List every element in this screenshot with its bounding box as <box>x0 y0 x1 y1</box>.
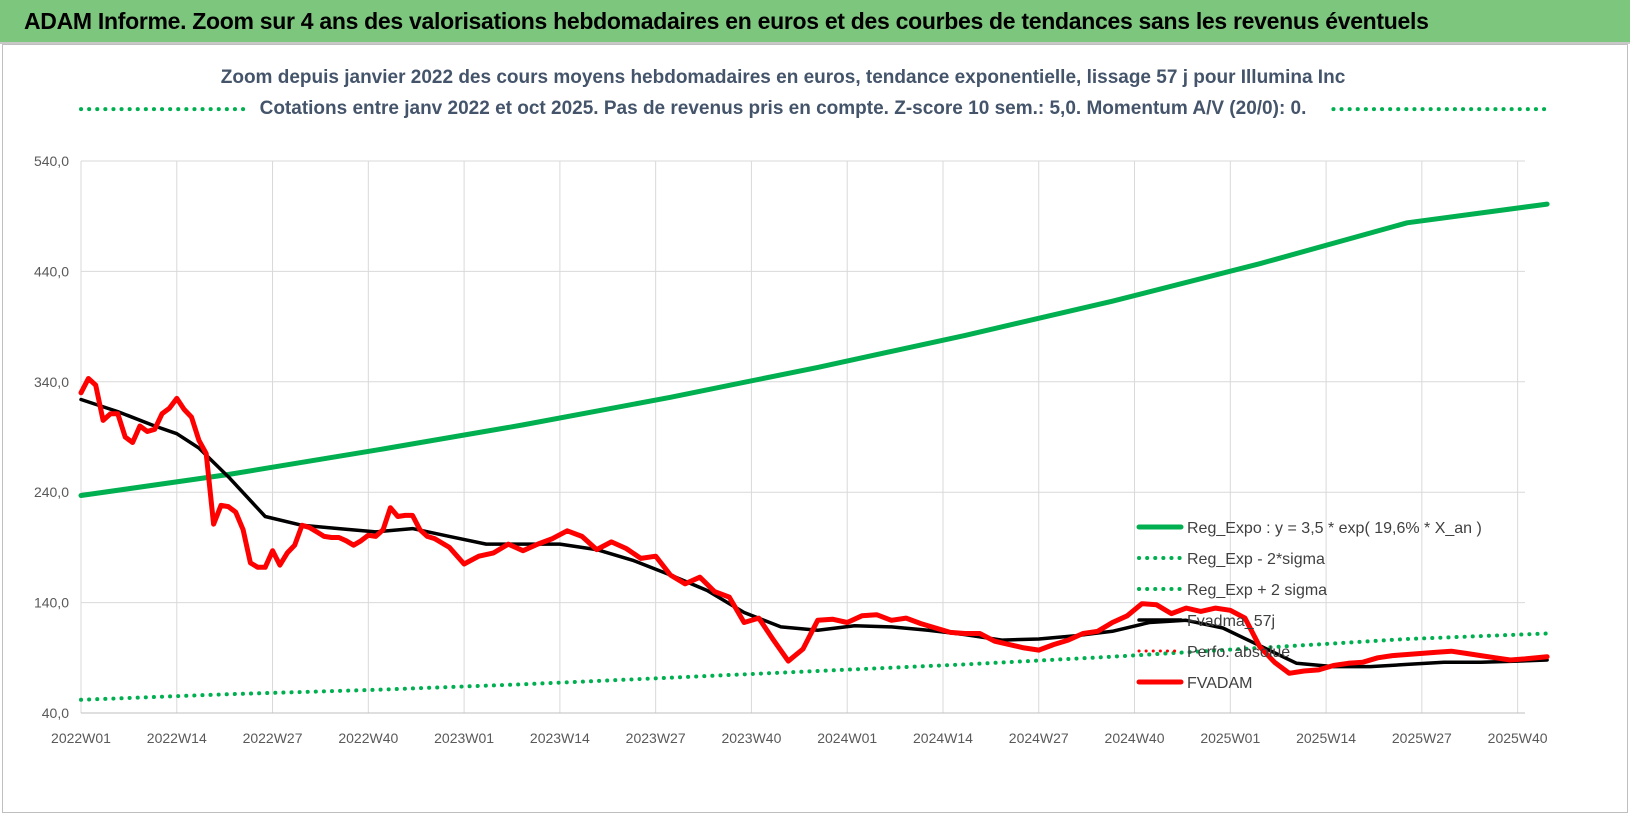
title-backdrop <box>261 61 1301 121</box>
y-tick-label: 440,0 <box>34 263 69 279</box>
x-tick-label: 2023W40 <box>721 730 781 746</box>
x-tick-label: 2024W27 <box>1009 730 1069 746</box>
chart-frame: Zoom depuis janvier 2022 des cours moyen… <box>2 44 1628 813</box>
series-layer <box>78 107 1550 702</box>
x-tick-label: 2025W40 <box>1488 730 1548 746</box>
series-line-reg-exp-2-sigma <box>79 631 1550 702</box>
legend-entry: Reg_Expo : y = 3,5 * exp( 19,6% * X_an ) <box>1187 520 1482 537</box>
x-tick-label: 2025W14 <box>1296 730 1356 746</box>
x-tick-label: 2022W01 <box>51 730 111 746</box>
series-line-reg-expo-y-3-5-exp-19-6-x-an <box>78 201 1550 498</box>
legend-entry: Fvadma_57j <box>1187 613 1275 630</box>
legend-entry: Perfo. absolue <box>1187 644 1290 661</box>
y-tick-label: 240,0 <box>34 484 69 500</box>
x-tick-label: 2022W14 <box>147 730 207 746</box>
x-tick-label: 2023W27 <box>626 730 686 746</box>
x-tick-label: 2024W14 <box>913 730 973 746</box>
y-tick-label: 340,0 <box>34 374 69 390</box>
y-tick-label: 540,0 <box>34 153 69 169</box>
chart-title-line-2: Cotations entre janv 2022 et oct 2025. P… <box>260 98 1307 119</box>
chart-title: Zoom depuis janvier 2022 des cours moyen… <box>221 61 1346 121</box>
x-tick-label: 2025W27 <box>1392 730 1452 746</box>
x-tick-label: 2023W01 <box>434 730 494 746</box>
chart-title-line-1: Zoom depuis janvier 2022 des cours moyen… <box>221 67 1346 88</box>
y-tick-label: 40,0 <box>42 705 69 721</box>
x-tick-label: 2022W27 <box>243 730 303 746</box>
x-tick-label: 2023W14 <box>530 730 590 746</box>
report-title: ADAM Informe. Zoom sur 4 ans des valoris… <box>24 8 1429 34</box>
x-tick-label: 2024W40 <box>1105 730 1165 746</box>
x-tick-label: 2024W01 <box>817 730 877 746</box>
y-tick-label: 140,0 <box>34 595 69 611</box>
series-line-fvadam <box>78 376 1550 676</box>
legend-entry: FVADAM <box>1187 675 1252 692</box>
report-banner: ADAM Informe. Zoom sur 4 ans des valoris… <box>0 0 1630 44</box>
x-tick-label: 2025W01 <box>1200 730 1260 746</box>
legend-entry: Reg_Exp + 2 sigma <box>1187 582 1327 599</box>
legend-entry: Reg_Exp - 2*sigma <box>1187 551 1325 568</box>
legend: Reg_Expo : y = 3,5 * exp( 19,6% * X_an )… <box>1136 520 1482 692</box>
series-line-fvadma-57j <box>79 397 1549 669</box>
axis-layer: 540,0 440,0 340,0 240,0 140,0 40,0 2022W01 2022… <box>34 153 1548 746</box>
x-tick-label: 2022W40 <box>338 730 398 746</box>
chart-canvas: Zoom depuis janvier 2022 des cours moyen… <box>34 61 1550 746</box>
